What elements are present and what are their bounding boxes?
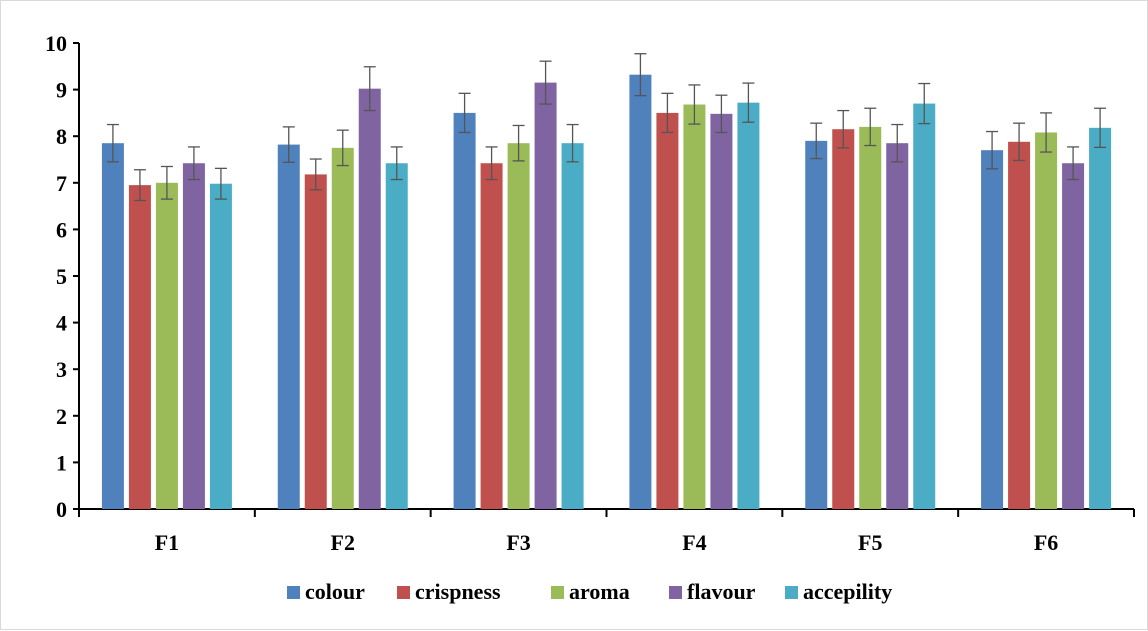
bar-aroma-F3 — [507, 143, 530, 509]
bar-aroma-F2 — [331, 147, 354, 509]
x-category-label: F6 — [1034, 530, 1058, 555]
bar-accepility-F6 — [1089, 127, 1112, 509]
bar-colour-F1 — [101, 143, 124, 509]
bar-accepility-F3 — [561, 143, 584, 509]
legend-swatch-colour — [287, 586, 300, 599]
y-tick-label: 5 — [56, 264, 67, 289]
y-tick-label: 6 — [56, 217, 67, 242]
bar-flavour-F1 — [182, 163, 205, 509]
bar-aroma-F1 — [155, 182, 178, 510]
legend-swatch-aroma — [551, 586, 564, 599]
bar-flavour-F2 — [358, 88, 381, 509]
x-category-label: F3 — [506, 530, 530, 555]
bar-flavour-F5 — [886, 143, 909, 509]
legend: colour crispness aroma flavour accepility — [287, 579, 892, 604]
y-axis: 0 1 2 3 4 5 6 7 8 9 10 — [45, 31, 80, 522]
y-tick-label: 2 — [56, 404, 67, 429]
y-tick-label: 10 — [45, 31, 67, 56]
legend-label-colour: colour — [305, 579, 365, 604]
bar-colour-F4 — [629, 74, 652, 510]
bar-flavour-F6 — [1062, 163, 1085, 509]
bar-aroma-F6 — [1035, 132, 1058, 510]
bar-crispness-F6 — [1008, 141, 1031, 510]
legend-label-flavour: flavour — [687, 579, 756, 604]
bar-accepility-F1 — [209, 183, 232, 509]
legend-label-aroma: aroma — [569, 579, 630, 604]
y-tick-label: 1 — [56, 450, 67, 475]
x-category-label: F2 — [331, 530, 355, 555]
legend-swatch-accepility — [785, 586, 798, 599]
bar-crispness-F1 — [128, 185, 151, 509]
y-tick-label: 7 — [56, 171, 67, 196]
bar-crispness-F4 — [656, 112, 679, 510]
x-category-label: F5 — [858, 530, 882, 555]
x-category-label: F4 — [682, 530, 706, 555]
bar-colour-F5 — [805, 140, 828, 510]
bar-aroma-F4 — [683, 104, 706, 510]
legend-label-accepility: accepility — [803, 579, 892, 604]
legend-swatch-flavour — [669, 586, 682, 599]
bars — [101, 74, 1112, 510]
bar-accepility-F2 — [385, 163, 408, 509]
bar-flavour-F3 — [534, 82, 557, 510]
bar-accepility-F5 — [913, 103, 936, 509]
bar-flavour-F4 — [710, 113, 733, 509]
y-tick-label: 0 — [56, 497, 67, 522]
legend-swatch-crispness — [397, 586, 410, 599]
bar-crispness-F2 — [304, 174, 327, 510]
bar-colour-F2 — [277, 144, 300, 509]
x-axis: F1 F2 F3 F4 F5 F6 — [78, 508, 1135, 555]
bar-crispness-F5 — [832, 129, 855, 509]
y-tick-label: 8 — [56, 124, 67, 149]
bar-accepility-F4 — [737, 102, 760, 509]
y-tick-label: 9 — [56, 78, 67, 103]
bar-colour-F3 — [453, 112, 476, 510]
legend-label-crispness: crispness — [415, 579, 501, 604]
bar-colour-F6 — [981, 150, 1004, 509]
y-tick-label: 4 — [56, 311, 67, 336]
x-category-label: F1 — [155, 530, 179, 555]
bar-aroma-F5 — [859, 126, 882, 509]
bar-crispness-F3 — [480, 163, 503, 509]
error-bars — [106, 53, 1107, 202]
y-tick-label: 3 — [56, 357, 67, 382]
